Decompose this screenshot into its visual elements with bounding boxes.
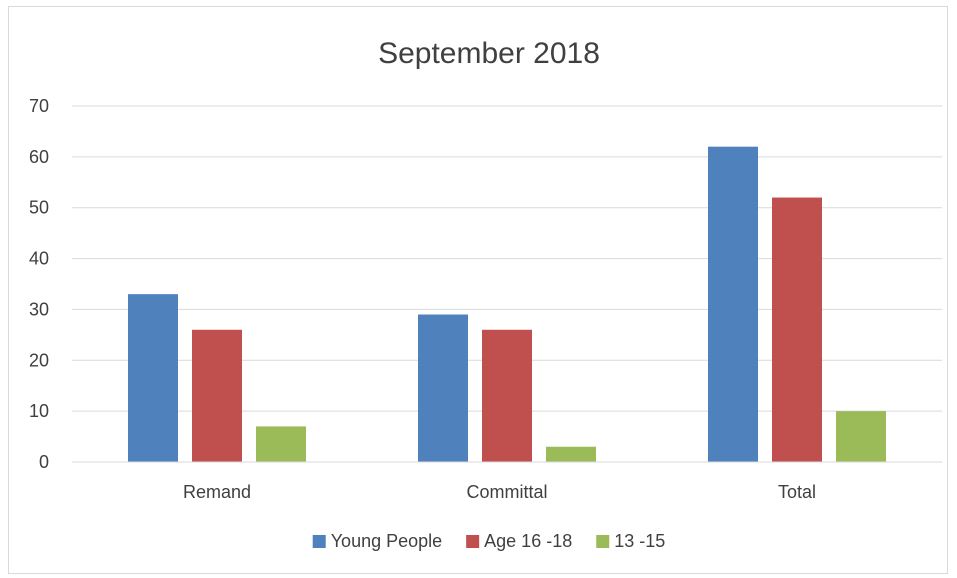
legend: Young People Age 16 -18 13 -15	[312, 531, 665, 551]
x-tick-label: Remand	[183, 482, 251, 502]
bar	[836, 411, 886, 462]
y-tick-label: 40	[29, 249, 49, 269]
y-tick-label: 30	[29, 299, 49, 319]
bar	[128, 294, 178, 462]
chart-title: September 2018	[378, 37, 600, 70]
y-tick-label: 0	[39, 452, 49, 472]
legend-label: 13 -15	[614, 531, 665, 551]
legend-swatch	[466, 535, 480, 548]
bar	[482, 329, 532, 462]
y-tick-label: 50	[29, 198, 49, 218]
y-axis: 0 10 20 30 40 50 60 70	[29, 96, 49, 472]
legend-label: Young People	[331, 531, 442, 551]
chart-frame: September 2018 0 10 20 30 40 50 60 70 Remand Com…	[8, 6, 948, 574]
x-tick-label: Committal	[466, 482, 547, 502]
bar	[772, 197, 822, 463]
y-tick-label: 70	[29, 96, 49, 116]
y-tick-label: 60	[29, 147, 49, 167]
bar	[418, 314, 468, 462]
y-tick-label: 20	[29, 350, 49, 370]
bar	[192, 329, 242, 462]
bar	[256, 426, 306, 462]
bar-chart: September 2018 0 10 20 30 40 50 60 70 Remand Com…	[29, 37, 942, 551]
x-tick-label: Total	[778, 482, 816, 502]
legend-swatch	[312, 535, 326, 548]
bars	[128, 146, 886, 463]
legend-label: Age 16 -18	[484, 531, 572, 551]
bar	[708, 146, 758, 462]
x-axis: Remand Committal Total	[72, 461, 942, 502]
y-tick-label: 10	[29, 401, 49, 421]
legend-swatch	[596, 535, 610, 548]
bar	[546, 446, 596, 462]
